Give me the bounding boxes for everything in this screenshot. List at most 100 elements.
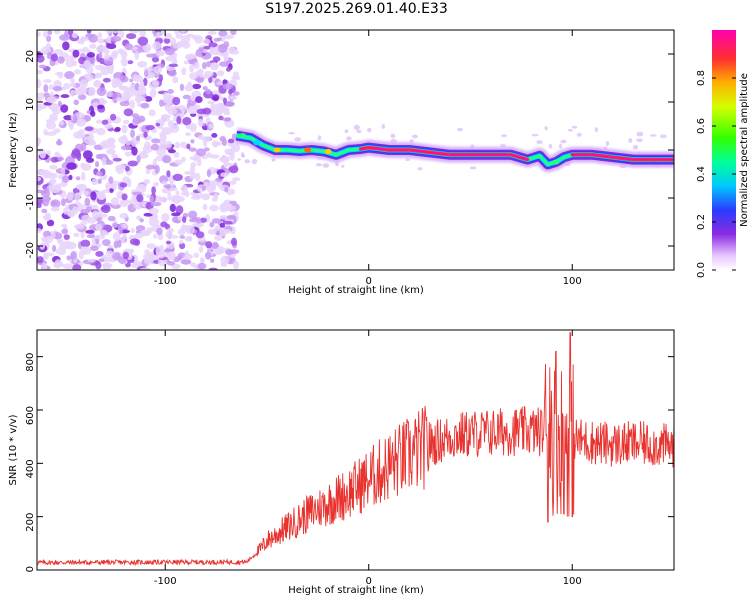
snr-x-label: Height of straight line (km) bbox=[288, 585, 424, 596]
noise-speckle bbox=[155, 50, 165, 57]
noise-speckle bbox=[95, 153, 103, 160]
noise-speckle bbox=[97, 32, 103, 39]
noise-speckle bbox=[119, 182, 128, 188]
noise-speckle bbox=[228, 180, 237, 186]
noise-speckle bbox=[74, 192, 81, 202]
noise-speckle bbox=[148, 109, 156, 117]
noise-speckle bbox=[88, 33, 99, 43]
noise-speckle bbox=[55, 247, 67, 255]
noise-speckle bbox=[222, 117, 232, 122]
noise-speckle bbox=[42, 79, 52, 84]
noise-speckle bbox=[201, 185, 206, 191]
noise-speckle bbox=[113, 240, 119, 249]
noise-speckle bbox=[88, 258, 96, 263]
noise-speckle bbox=[168, 70, 177, 77]
spectrogram-x-tick-label: 100 bbox=[563, 276, 582, 287]
noise-speckle bbox=[57, 138, 62, 146]
noise-speckle bbox=[73, 99, 79, 106]
noise-speckle bbox=[119, 212, 129, 219]
noise-speckle bbox=[209, 183, 215, 188]
snr-y-tick-label: 800 bbox=[25, 353, 36, 372]
noise-speckle bbox=[111, 153, 119, 159]
snr-y-tick-label: 200 bbox=[25, 513, 36, 532]
noise-speckle bbox=[133, 74, 143, 83]
noise-speckle bbox=[172, 42, 183, 49]
noise-speckle bbox=[202, 38, 211, 45]
noise-speckle bbox=[59, 34, 70, 41]
noise-speckle bbox=[114, 126, 121, 132]
snr-y-tick-label: 0 bbox=[25, 566, 36, 572]
noise-speckle bbox=[129, 30, 140, 34]
noise-speckle bbox=[37, 176, 42, 182]
noise-speckle bbox=[151, 186, 156, 195]
noise-speckle bbox=[341, 164, 345, 168]
noise-speckle bbox=[96, 104, 105, 110]
noise-speckle bbox=[95, 223, 103, 231]
snr-series-line bbox=[37, 332, 674, 567]
noise-speckle bbox=[189, 63, 195, 73]
noise-speckle bbox=[138, 184, 147, 188]
noise-speckle bbox=[171, 212, 181, 217]
noise-speckle bbox=[188, 147, 197, 152]
noise-speckle bbox=[198, 47, 204, 52]
noise-speckle bbox=[158, 99, 164, 107]
noise-speckle bbox=[105, 30, 113, 34]
noise-speckle bbox=[232, 91, 240, 96]
ridge-blob bbox=[253, 140, 261, 146]
noise-speckle bbox=[57, 156, 64, 161]
noise-speckle bbox=[158, 144, 167, 151]
noise-speckle bbox=[81, 214, 92, 222]
noise-speckle bbox=[82, 150, 93, 160]
snr-data bbox=[37, 332, 674, 567]
colorbar-label: Normalized spectral amplitude bbox=[739, 73, 750, 227]
noise-speckle bbox=[65, 58, 75, 68]
noise-speckle bbox=[185, 225, 190, 234]
spectrogram-y-tick-label: 20 bbox=[25, 50, 36, 63]
noise-speckle bbox=[170, 37, 177, 46]
noise-speckle bbox=[219, 136, 226, 142]
noise-speckle bbox=[207, 100, 216, 105]
noise-speckle bbox=[50, 103, 59, 112]
noise-speckle bbox=[53, 80, 62, 89]
noise-speckle bbox=[137, 61, 148, 68]
noise-speckle bbox=[90, 191, 97, 201]
noise-speckle bbox=[288, 132, 295, 135]
ridge-core bbox=[408, 149, 431, 154]
noise-speckle bbox=[208, 267, 218, 270]
noise-speckle bbox=[227, 138, 235, 144]
noise-speckle bbox=[181, 156, 186, 163]
ridge-blob bbox=[552, 159, 560, 165]
noise-speckle bbox=[353, 124, 360, 131]
noise-speckle bbox=[62, 263, 74, 270]
noise-speckle bbox=[166, 260, 176, 266]
noise-speckle bbox=[571, 125, 578, 129]
spectrogram-y-tick-label: -10 bbox=[25, 194, 36, 210]
noise-speckle bbox=[171, 235, 179, 239]
noise-speckle bbox=[53, 30, 61, 35]
noise-speckle bbox=[163, 91, 169, 101]
snr-y-tick-label: 600 bbox=[25, 406, 36, 425]
spectrogram-x-tick-label: 0 bbox=[366, 276, 372, 287]
noise-speckle bbox=[198, 69, 203, 78]
noise-speckle bbox=[188, 210, 198, 219]
noise-speckle bbox=[229, 200, 237, 205]
noise-speckle bbox=[73, 131, 85, 139]
noise-speckle bbox=[155, 195, 163, 203]
colorbar-tick-label: 0.8 bbox=[696, 70, 707, 86]
noise-speckle bbox=[138, 84, 143, 92]
noise-speckle bbox=[169, 203, 176, 213]
noise-speckle bbox=[156, 227, 163, 236]
noise-speckle bbox=[206, 169, 212, 178]
noise-speckle bbox=[96, 87, 107, 96]
noise-speckle bbox=[501, 134, 508, 138]
noise-speckle bbox=[149, 195, 155, 204]
noise-speckle bbox=[69, 89, 75, 97]
noise-speckle bbox=[69, 77, 75, 83]
noise-speckle bbox=[211, 241, 219, 249]
noise-speckle bbox=[140, 102, 149, 109]
noise-speckle bbox=[45, 131, 57, 136]
noise-speckle bbox=[83, 59, 91, 69]
noise-speckle bbox=[175, 190, 180, 196]
noise-speckle bbox=[41, 190, 51, 198]
noise-speckle bbox=[162, 155, 172, 164]
